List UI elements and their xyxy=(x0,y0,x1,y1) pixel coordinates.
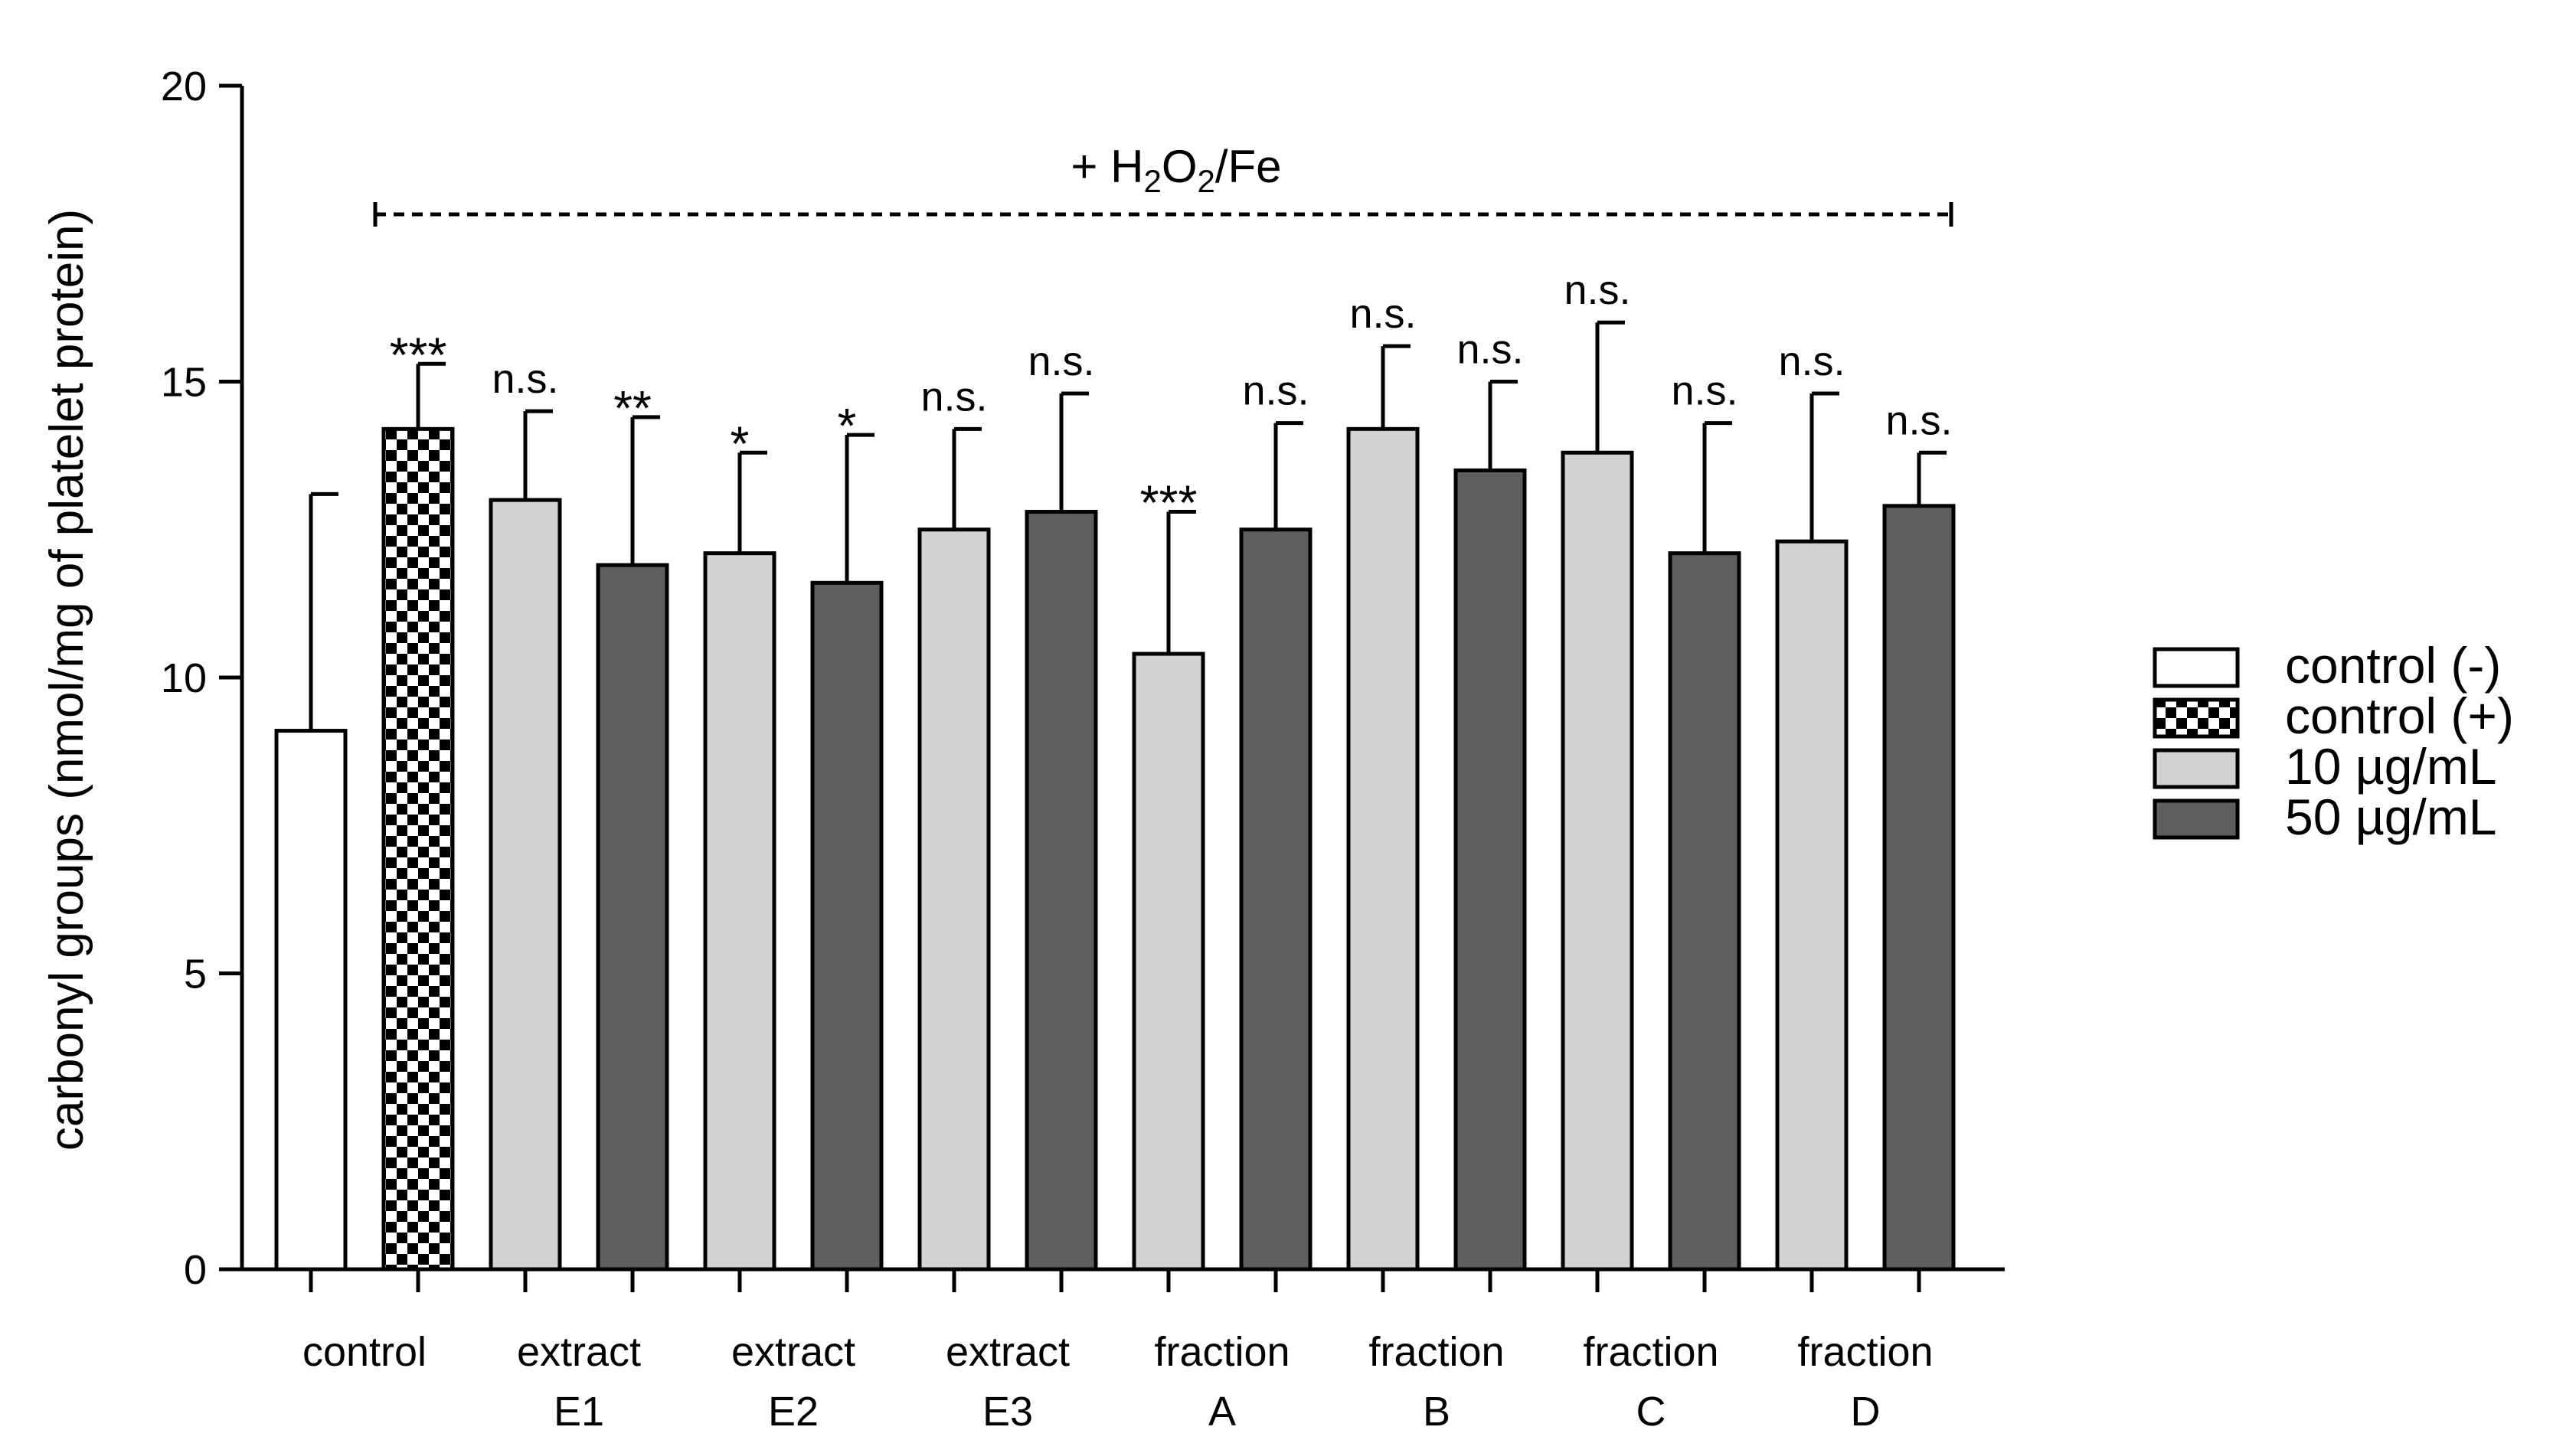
treatment-bracket: + H2O2/Fe xyxy=(373,141,1953,227)
legend-label: 10 µg/mL xyxy=(2285,738,2497,795)
x-category-label: D xyxy=(1851,1389,1881,1435)
significance-label: n.s. xyxy=(1564,267,1630,313)
x-category-label: E1 xyxy=(554,1389,604,1435)
bar xyxy=(1775,539,1849,1272)
bar xyxy=(274,729,348,1272)
significance-label: n.s. xyxy=(1242,368,1309,414)
x-category-label: control xyxy=(302,1329,427,1375)
significance-label: * xyxy=(838,398,857,453)
significance-label: n.s. xyxy=(920,374,987,420)
y-axis-title: carbonyl groups (nmol/mg of platelet pro… xyxy=(41,209,93,1151)
x-category-label: fraction xyxy=(1797,1329,1933,1375)
significance-label: *** xyxy=(390,327,447,382)
bar xyxy=(1561,450,1634,1272)
bar xyxy=(1668,551,1741,1272)
bar xyxy=(1453,468,1527,1272)
bar xyxy=(1239,527,1313,1272)
legend-label: 50 µg/mL xyxy=(2285,789,2497,845)
legend-swatch xyxy=(2153,748,2240,789)
error-bars xyxy=(309,320,1947,731)
significance-label: n.s. xyxy=(1349,291,1416,337)
treatment-label: + H2O2/Fe xyxy=(1071,141,1281,199)
significance-label: n.s. xyxy=(1671,368,1737,414)
legend-label: control (-) xyxy=(2285,637,2501,694)
x-category-label: E2 xyxy=(768,1389,819,1435)
significance-label: n.s. xyxy=(1028,338,1094,384)
significance-label: n.s. xyxy=(1885,397,1952,443)
y-axis: 0 5 10 15 20 xyxy=(161,64,244,1293)
bar xyxy=(810,580,884,1272)
x-category-label: B xyxy=(1423,1389,1450,1435)
bar xyxy=(489,498,562,1272)
significance-label: n.s. xyxy=(492,356,558,402)
bar xyxy=(917,527,991,1272)
x-category-label: fraction xyxy=(1583,1329,1718,1375)
y-tick-label: 20 xyxy=(161,64,207,109)
legend-swatch xyxy=(2153,647,2240,688)
bar xyxy=(1346,426,1420,1272)
x-axis: control extract E1 extract E2 extract E3 fracti… xyxy=(242,1267,2005,1435)
significance-label: ** xyxy=(613,380,652,436)
x-category-label: C xyxy=(1636,1389,1666,1435)
x-category-label: E3 xyxy=(982,1389,1033,1435)
x-category-label: fraction xyxy=(1154,1329,1290,1375)
y-tick-label: 15 xyxy=(161,360,207,406)
bar xyxy=(1882,504,1956,1272)
significance-label: n.s. xyxy=(1778,338,1845,384)
legend-swatch xyxy=(2153,798,2240,840)
bar xyxy=(596,563,669,1272)
y-tick-label: 0 xyxy=(184,1247,207,1293)
bar xyxy=(703,551,776,1272)
bar xyxy=(1025,510,1098,1272)
significance-label: n.s. xyxy=(1456,327,1523,373)
x-category-label: extract xyxy=(731,1329,855,1375)
bar xyxy=(381,426,455,1272)
bars xyxy=(274,426,1956,1272)
significance-labels: *** n.s.*** *n.s.n.s.***n.s.n.s.n.s.n.s.n.… xyxy=(390,267,1953,530)
significance-label: * xyxy=(731,416,750,471)
x-category-label: fraction xyxy=(1368,1329,1504,1375)
x-category-label: extract xyxy=(517,1329,641,1375)
y-tick-label: 5 xyxy=(184,952,207,998)
significance-label: *** xyxy=(1140,475,1198,531)
legend-swatch xyxy=(2153,697,2240,739)
y-tick-label: 10 xyxy=(161,655,207,701)
bar xyxy=(1132,651,1205,1272)
x-category-label: A xyxy=(1208,1389,1236,1435)
legend-label: control (+) xyxy=(2285,687,2514,744)
x-category-label: extract xyxy=(946,1329,1070,1375)
